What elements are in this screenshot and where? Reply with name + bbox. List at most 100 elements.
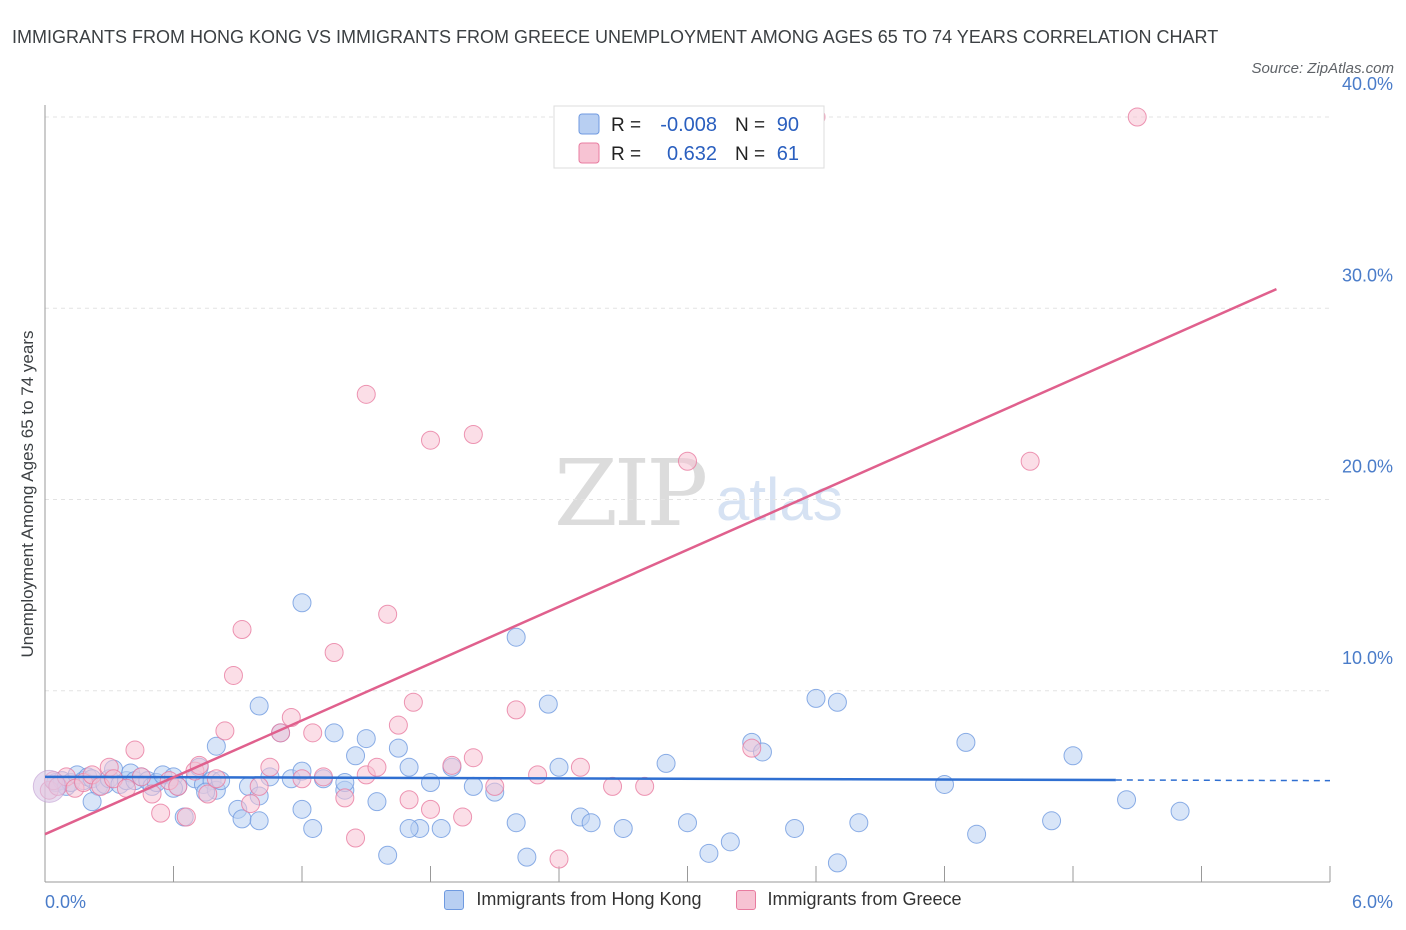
point-greece-48 bbox=[528, 765, 548, 785]
point-hong-kong-69 bbox=[699, 843, 719, 863]
point-hong-kong-79 bbox=[956, 732, 976, 752]
legend-label-greece: Immigrants from Greece bbox=[767, 889, 962, 909]
point-hong-kong-63 bbox=[549, 757, 569, 777]
chart-title: IMMIGRANTS FROM HONG KONG VS IMMIGRANTS … bbox=[12, 27, 1219, 47]
point-hong-kong-81 bbox=[1042, 811, 1062, 831]
legend-n-value-1: 61 bbox=[777, 143, 799, 165]
point-greece-47 bbox=[506, 700, 526, 720]
point-greece-45 bbox=[463, 748, 483, 768]
legend-item-hong-kong[interactable]: Immigrants from Hong Kong bbox=[444, 889, 702, 910]
legend-swatch-0 bbox=[578, 113, 600, 135]
point-hong-kong-76 bbox=[827, 692, 847, 712]
point-hong-kong-57 bbox=[431, 818, 451, 838]
legend-r-value-0: -0.008 bbox=[660, 114, 717, 136]
point-hong-kong-80 bbox=[967, 824, 987, 844]
point-hong-kong-84 bbox=[1170, 801, 1190, 821]
point-greece-37 bbox=[367, 757, 387, 777]
point-greece-23 bbox=[223, 665, 243, 685]
point-greece-50 bbox=[570, 757, 590, 777]
point-hong-kong-46 bbox=[388, 738, 408, 758]
point-greece-21 bbox=[206, 769, 226, 789]
point-greece-40 bbox=[399, 790, 419, 810]
point-greece-34 bbox=[335, 788, 355, 808]
point-greece-56 bbox=[1020, 451, 1040, 471]
legend-r-label-0: R = bbox=[611, 115, 641, 136]
point-greece-43 bbox=[442, 755, 462, 775]
point-hong-kong-70 bbox=[720, 832, 740, 852]
point-hong-kong-74 bbox=[806, 688, 826, 708]
point-greece-20 bbox=[198, 784, 218, 804]
trend-line-greece bbox=[44, 287, 1277, 836]
point-greece-25 bbox=[241, 794, 261, 814]
point-greece-54 bbox=[742, 738, 762, 758]
point-greece-39 bbox=[388, 715, 408, 735]
point-hong-kong-85 bbox=[206, 736, 226, 756]
point-greece-9 bbox=[104, 769, 124, 789]
point-hong-kong-78 bbox=[935, 774, 954, 794]
legend-n-label-0: N = bbox=[735, 115, 765, 136]
point-hong-kong-66 bbox=[613, 818, 633, 838]
y-tick-label-3: 40.0% bbox=[1342, 74, 1393, 94]
point-greece-11 bbox=[125, 740, 145, 760]
point-hong-kong-54 bbox=[292, 799, 312, 819]
legend-swatch-1 bbox=[578, 142, 600, 164]
point-hong-kong-86 bbox=[249, 696, 269, 716]
point-hong-kong-53 bbox=[249, 811, 269, 831]
stats-legend: R = -0.008 N = 90 R = 0.632 N = 61 bbox=[553, 105, 825, 169]
legend-n-value-0: 90 bbox=[777, 114, 799, 136]
point-greece-24 bbox=[232, 620, 252, 640]
x-tick-label-right: 6.0% bbox=[1352, 892, 1393, 912]
point-greece-60 bbox=[463, 424, 483, 444]
point-hong-kong-43 bbox=[356, 729, 376, 749]
point-greece-31 bbox=[303, 723, 323, 743]
point-greece-22 bbox=[215, 721, 235, 741]
point-hong-kong-87 bbox=[292, 593, 312, 613]
legend-r-value-1: 0.632 bbox=[667, 143, 717, 165]
legend-n-label-1: N = bbox=[735, 144, 765, 165]
axes bbox=[44, 105, 1331, 883]
point-hong-kong-40 bbox=[324, 723, 344, 743]
x-tick-label-left: 0.0% bbox=[45, 892, 86, 912]
point-hong-kong-49 bbox=[421, 773, 440, 793]
point-greece-27 bbox=[260, 757, 280, 777]
series-legend: Immigrants from Hong Kong Immigrants fro… bbox=[0, 889, 1406, 910]
point-greece-57 bbox=[1127, 107, 1147, 127]
point-hong-kong-44 bbox=[367, 792, 387, 812]
point-cluster-origin bbox=[32, 769, 66, 803]
point-greece-59 bbox=[421, 430, 440, 450]
point-greece-51 bbox=[603, 776, 623, 796]
point-hong-kong-89 bbox=[506, 627, 526, 647]
point-greece-14 bbox=[151, 803, 171, 823]
legend-r-label-1: R = bbox=[611, 144, 641, 165]
point-greece-44 bbox=[453, 807, 473, 827]
point-greece-49 bbox=[549, 849, 569, 869]
point-hong-kong-88 bbox=[538, 694, 558, 714]
data-points bbox=[32, 107, 1190, 873]
source-label: Source: ZipAtlas.com bbox=[1251, 60, 1394, 77]
point-greece-42 bbox=[421, 799, 440, 819]
tick-labels: 10.0% 20.0% 30.0% 40.0% 0.0% 6.0% bbox=[45, 74, 1393, 912]
point-hong-kong-83 bbox=[1117, 790, 1137, 810]
point-hong-kong-82 bbox=[1063, 746, 1083, 766]
y-tick-label-1: 20.0% bbox=[1342, 457, 1393, 477]
point-greece-17 bbox=[176, 807, 196, 827]
point-greece-53 bbox=[678, 451, 697, 471]
point-hong-kong-77 bbox=[849, 813, 869, 833]
point-hong-kong-45 bbox=[378, 845, 398, 865]
trend-lines bbox=[44, 287, 1331, 836]
legend-label-hong-kong: Immigrants from Hong Kong bbox=[476, 889, 702, 909]
point-hong-kong-50 bbox=[82, 792, 102, 812]
point-greece-16 bbox=[168, 776, 188, 796]
point-greece-46 bbox=[485, 776, 505, 796]
point-hong-kong-56 bbox=[399, 818, 419, 838]
legend-swatch-pink bbox=[735, 889, 756, 910]
point-hong-kong-42 bbox=[346, 746, 366, 766]
point-hong-kong-62 bbox=[517, 847, 537, 867]
point-hong-kong-47 bbox=[399, 757, 419, 777]
legend-swatch-blue bbox=[444, 889, 465, 910]
legend-item-greece[interactable]: Immigrants from Greece bbox=[735, 889, 962, 910]
trend-line-hong-kong-dashed bbox=[1115, 779, 1331, 782]
point-hong-kong-65 bbox=[581, 813, 601, 833]
point-hong-kong-68 bbox=[678, 813, 697, 833]
